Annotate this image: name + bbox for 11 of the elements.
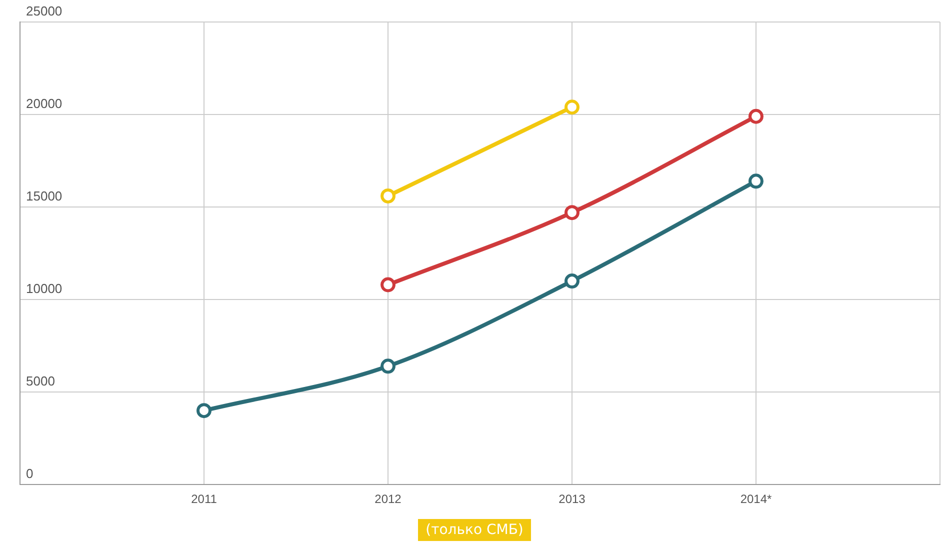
text: (только СМБ): [418, 519, 532, 541]
x-tick-label: 2012: [374, 492, 402, 506]
x-tick-label: 2011: [191, 492, 218, 506]
x-tick-label: 2013: [558, 492, 586, 506]
y-tick-label: 5000: [26, 374, 55, 389]
y-tick-label: 0: [26, 466, 34, 482]
y-tick-label: 10000: [26, 281, 62, 296]
y-tick-label: 25000: [26, 4, 62, 19]
y-tick-label: 20000: [26, 96, 62, 112]
x-tick-label: 2014*: [740, 492, 772, 506]
y-tick-label: 15000: [26, 188, 62, 204]
